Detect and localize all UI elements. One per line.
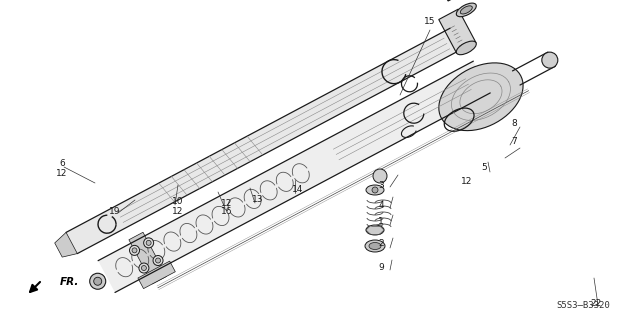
Ellipse shape <box>366 225 384 235</box>
Text: 14: 14 <box>292 186 304 195</box>
Polygon shape <box>98 61 490 293</box>
Text: 3: 3 <box>378 181 384 189</box>
Text: 22: 22 <box>590 299 602 308</box>
Circle shape <box>139 263 149 273</box>
Text: 16: 16 <box>221 207 233 217</box>
Text: 15: 15 <box>424 18 436 26</box>
Text: 12: 12 <box>172 206 184 216</box>
Circle shape <box>373 169 387 183</box>
Text: 1: 1 <box>378 218 384 226</box>
Circle shape <box>143 238 154 248</box>
Text: 8: 8 <box>511 120 517 129</box>
Text: 6: 6 <box>59 159 65 167</box>
Text: 10: 10 <box>172 197 184 206</box>
Circle shape <box>156 258 161 263</box>
Text: 12: 12 <box>461 177 473 187</box>
Ellipse shape <box>456 41 476 55</box>
Circle shape <box>90 273 106 289</box>
Polygon shape <box>129 232 166 284</box>
Circle shape <box>146 240 151 245</box>
Circle shape <box>93 277 102 285</box>
Circle shape <box>129 245 140 256</box>
Circle shape <box>132 248 137 253</box>
Circle shape <box>153 256 163 265</box>
Polygon shape <box>54 233 77 257</box>
Bar <box>439 9 476 53</box>
Text: 19: 19 <box>109 206 121 216</box>
Ellipse shape <box>366 185 384 195</box>
Circle shape <box>542 52 558 68</box>
Ellipse shape <box>456 3 476 17</box>
Circle shape <box>372 187 378 193</box>
Bar <box>422 0 473 1</box>
Polygon shape <box>66 28 461 254</box>
Text: 12: 12 <box>56 168 68 177</box>
Ellipse shape <box>365 240 385 252</box>
Text: 7: 7 <box>511 137 517 145</box>
Polygon shape <box>138 261 175 289</box>
Text: FR.: FR. <box>60 277 79 287</box>
Circle shape <box>141 265 147 271</box>
Polygon shape <box>439 63 523 130</box>
Ellipse shape <box>460 6 472 14</box>
Text: S5S3–B3320: S5S3–B3320 <box>556 301 610 310</box>
Ellipse shape <box>369 242 381 249</box>
Text: 4: 4 <box>378 201 384 210</box>
Text: 13: 13 <box>252 196 264 204</box>
Text: 9: 9 <box>378 263 384 272</box>
Text: 2: 2 <box>378 240 384 249</box>
Text: 5: 5 <box>481 164 487 173</box>
Text: 12: 12 <box>221 198 233 207</box>
